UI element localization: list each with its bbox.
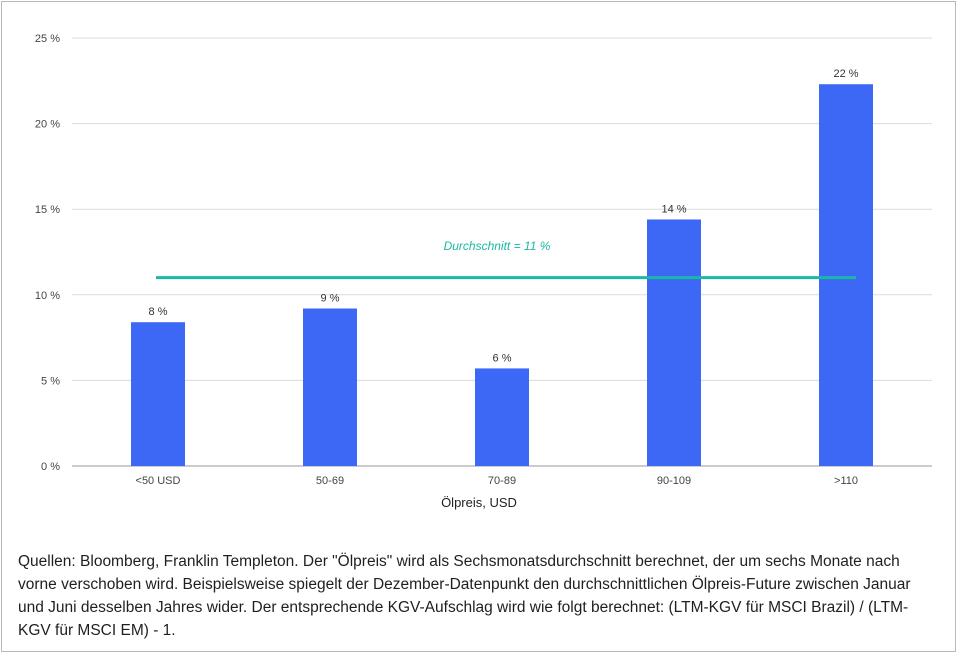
- bar-value-label: 14 %: [661, 203, 686, 215]
- bar-value-label: 22 %: [833, 68, 858, 80]
- y-tick-label: 15 %: [35, 204, 60, 216]
- x-axis-tick-labels: <50 USD 50-69 70-89 90-109 >110: [136, 475, 858, 487]
- x-tick-label: 50-69: [316, 475, 344, 487]
- y-tick-label: 5 %: [41, 375, 60, 387]
- bar: [303, 308, 357, 466]
- gridlines: [72, 37, 932, 467]
- bar-value-labels: 8 % 9 % 6 % 14 % 22 %: [149, 68, 859, 364]
- y-tick-label: 0 %: [41, 461, 60, 473]
- x-tick-label: >110: [834, 475, 858, 487]
- x-tick-label: 70-89: [488, 475, 516, 487]
- source-caption: Quellen: Bloomberg, Franklin Templeton. …: [18, 553, 911, 639]
- bar-value-label: 8 %: [149, 306, 168, 318]
- bar: [819, 84, 873, 466]
- bar: [647, 219, 701, 466]
- average-label: Durchschnitt = 11 %: [444, 239, 551, 253]
- bars: [131, 84, 873, 466]
- bar: [475, 368, 529, 466]
- x-axis-title: Ölpreis, USD: [441, 495, 517, 510]
- bar-value-label: 6 %: [493, 352, 512, 364]
- bar: [131, 322, 185, 466]
- x-tick-label: 90-109: [657, 475, 691, 487]
- y-axis-tick-labels: 0 % 5 % 10 % 15 % 20 % 25 %: [35, 33, 60, 473]
- y-tick-label: 10 %: [35, 290, 60, 302]
- y-tick-label: 25 %: [35, 33, 60, 45]
- bar-value-label: 9 %: [321, 292, 340, 304]
- x-tick-label: <50 USD: [136, 475, 181, 487]
- y-tick-label: 20 %: [35, 119, 60, 131]
- bar-chart: 0 % 5 % 10 % 15 % 20 % 25 % 8 % 9 % 6 % 14 % 22 %…: [35, 33, 932, 510]
